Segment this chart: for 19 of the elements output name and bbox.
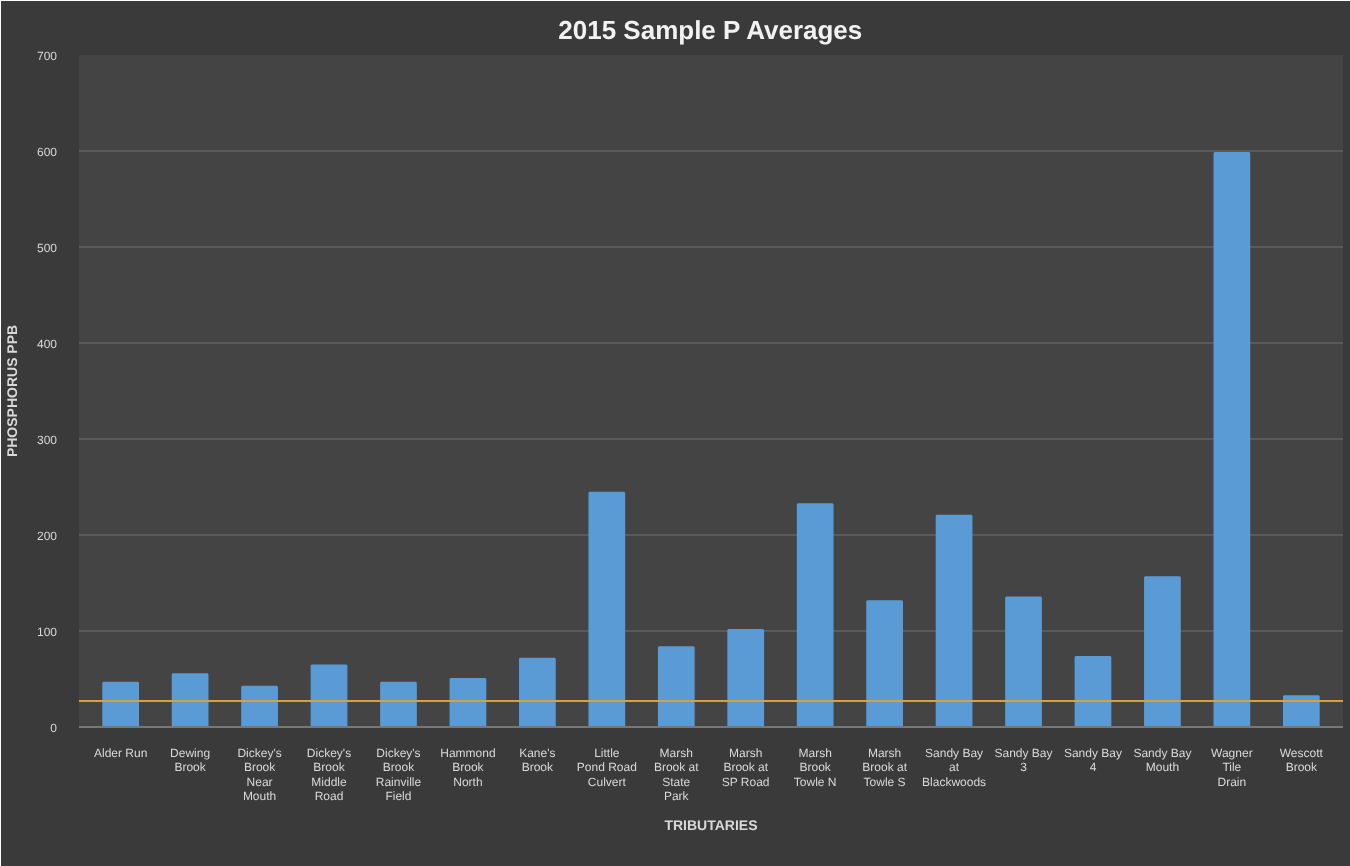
bar (1005, 596, 1042, 727)
chart-title: 2015 Sample P Averages (558, 15, 863, 45)
bar (1074, 655, 1112, 727)
bar (866, 600, 903, 727)
bar (449, 678, 487, 727)
bar (171, 673, 209, 727)
bar (657, 646, 695, 727)
bar (1213, 151, 1251, 727)
bar (796, 503, 834, 727)
bar (1282, 695, 1320, 727)
bar (102, 681, 140, 727)
bar (241, 685, 278, 727)
bar (935, 514, 973, 727)
bar (380, 681, 417, 727)
bar (588, 491, 626, 727)
bar (519, 657, 556, 727)
bar (310, 664, 348, 727)
bar (727, 629, 765, 727)
bar (1144, 576, 1181, 727)
